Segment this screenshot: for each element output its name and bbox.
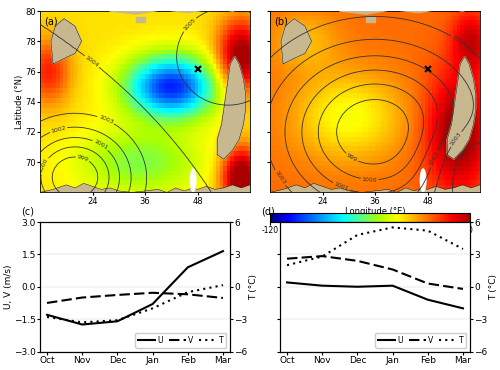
X-axis label: Total surface heat flux (W⁻² m): Total surface heat flux (W⁻² m)	[308, 238, 432, 247]
Text: 1004: 1004	[450, 34, 466, 47]
Y-axis label: T (°C): T (°C)	[249, 274, 258, 300]
Legend: U, V, T: U, V, T	[375, 333, 466, 348]
Text: 1003: 1003	[450, 131, 463, 147]
Circle shape	[420, 168, 426, 192]
Y-axis label: Latitude (°N): Latitude (°N)	[14, 75, 24, 129]
Text: 1001: 1001	[92, 139, 108, 151]
Text: 999: 999	[76, 154, 89, 162]
Text: 1002: 1002	[429, 150, 440, 166]
Polygon shape	[447, 57, 476, 159]
Polygon shape	[136, 17, 145, 22]
Polygon shape	[281, 18, 312, 64]
Text: 1000: 1000	[38, 158, 49, 174]
Text: (a): (a)	[44, 17, 58, 27]
Text: (d): (d)	[261, 207, 275, 217]
Y-axis label: U, V (m/s): U, V (m/s)	[4, 265, 13, 309]
Text: 1001: 1001	[333, 182, 349, 192]
Text: 1005: 1005	[182, 17, 196, 31]
Text: 1002: 1002	[50, 125, 66, 134]
Text: 1004: 1004	[84, 55, 100, 68]
Text: 999: 999	[346, 152, 358, 163]
Text: 1004: 1004	[456, 146, 470, 161]
Y-axis label: T (°C): T (°C)	[489, 274, 498, 300]
X-axis label: Longitude (°E): Longitude (°E)	[345, 207, 405, 216]
Polygon shape	[110, 4, 250, 14]
Polygon shape	[51, 18, 82, 64]
Text: 1000: 1000	[362, 176, 378, 182]
Polygon shape	[217, 57, 246, 159]
Text: (b): (b)	[274, 17, 288, 27]
Text: 1003: 1003	[274, 170, 286, 186]
Polygon shape	[366, 17, 375, 22]
Legend: U, V, T: U, V, T	[135, 333, 226, 348]
Text: (c): (c)	[21, 207, 34, 217]
Polygon shape	[40, 184, 250, 192]
Text: 1003: 1003	[98, 114, 114, 125]
Circle shape	[190, 168, 196, 192]
Polygon shape	[340, 4, 480, 14]
Polygon shape	[270, 184, 480, 192]
